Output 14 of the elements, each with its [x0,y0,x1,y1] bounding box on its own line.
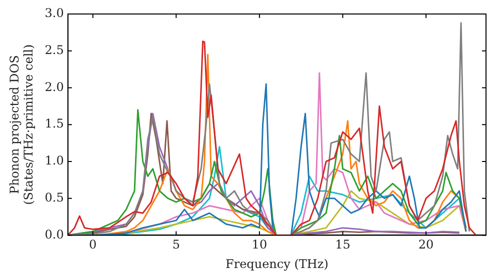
y-axis-title: Phonon projected DOS (States/THz·primitive cell) [7,44,36,205]
y-tick-label: 2.0 [44,80,64,94]
y-tick-label: 3.0 [44,6,64,20]
y-tick-label: 2.5 [44,42,64,57]
y-tick-label: 1.0 [44,154,64,168]
x-axis-title: Frequency (THz) [226,256,328,271]
x-tick-label: 0 [89,238,97,252]
x-tick-label: 10 [252,238,268,252]
x-tick-label: 20 [418,238,434,252]
y-tick-label: 1.5 [44,116,64,131]
y-tick-label: 0.5 [44,190,64,204]
x-tick-label: 15 [335,238,350,252]
x-tick-label: 5 [172,238,180,252]
y-tick-label: 0.0 [44,227,64,242]
